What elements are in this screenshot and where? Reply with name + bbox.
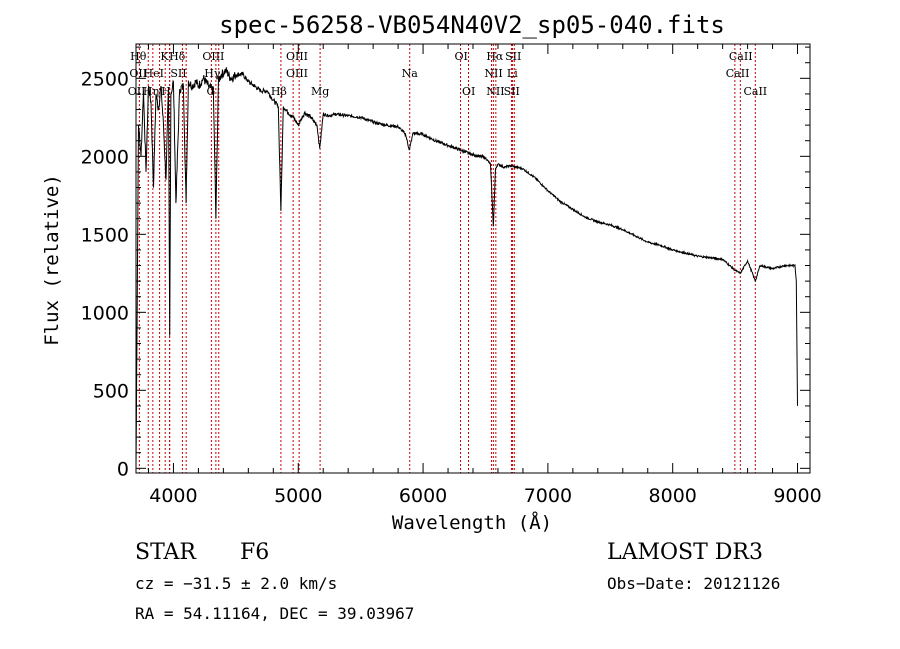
line-label-18: OII [128,85,146,98]
x-tick-label: 4000 [149,485,197,507]
y-tick-label: 1000 [81,302,129,324]
line-label-23: Mg [311,85,329,98]
y-tick-label: 2000 [81,146,129,168]
line-label-5: OI [454,50,467,63]
chart-title: spec-56258-VB054N40V2_sp05-040.fits [219,11,725,39]
line-label-11: SII [170,67,186,80]
spectral-line-markers [138,44,756,473]
x-tick-label: 8000 [649,485,697,507]
line-label-24: OI [462,85,475,98]
line-label-22: Hβ [271,85,287,98]
line-label-0: Hθ [130,50,147,63]
plot-frame [135,43,811,474]
y-tick-label: 2500 [81,68,129,90]
line-label-20: H [161,85,171,98]
line-label-1: K [160,50,169,63]
x-tick-label: 7000 [524,485,572,507]
line-label-13: OIII [286,67,308,80]
line-label-19: Hη [143,85,159,98]
survey-name: LAMOST DR3 [607,540,763,565]
y-tick-label: 500 [93,380,129,402]
x-tick-label: 9000 [773,485,821,507]
line-label-26: SII [504,85,520,98]
x-tick-label: 5000 [274,485,322,507]
line-label-12: Hγ [204,67,221,80]
y-axis-label: Flux (relative) [41,174,63,346]
ra-dec-coordinates: RA = 54.11164, DEC = 39.03967 [135,604,415,623]
line-label-14: Na [402,67,419,80]
y-axis-ticks: 0 500 1000 1500 2000 2500 [81,46,810,480]
redshift-velocity: cz = −31.5 ± 2.0 km/s [135,574,338,593]
line-label-17: CaII [726,67,750,80]
x-axis-ticks: 4000 5000 6000 7000 8000 9000 [147,44,822,507]
line-label-21: G [206,85,215,98]
y-tick-label: 1500 [81,224,129,246]
y-tick-label: 0 [117,458,129,480]
line-label-2: Hδ [169,50,186,63]
line-label-4: OIII [286,50,308,63]
line-label-9: OII [129,67,147,80]
line-label-8: CaII [729,50,753,63]
observation-date: Obs−Date: 20121126 [607,574,781,593]
x-axis-label: Wavelength (Å) [392,511,552,534]
line-label-3: OIII [202,50,224,63]
line-label-16: Li [507,67,518,80]
object-subclass: F6 [240,540,270,565]
spectrum-series-line [135,67,798,469]
object-class: STAR [135,540,196,565]
line-label-27: CaII [743,85,767,98]
line-label-7: SII [505,50,521,63]
line-label-6: Hα [486,50,504,63]
line-label-25: NII [486,85,504,98]
x-tick-label: 6000 [399,485,447,507]
line-label-10: HeI [143,67,163,80]
line-label-15: NII [484,67,502,80]
